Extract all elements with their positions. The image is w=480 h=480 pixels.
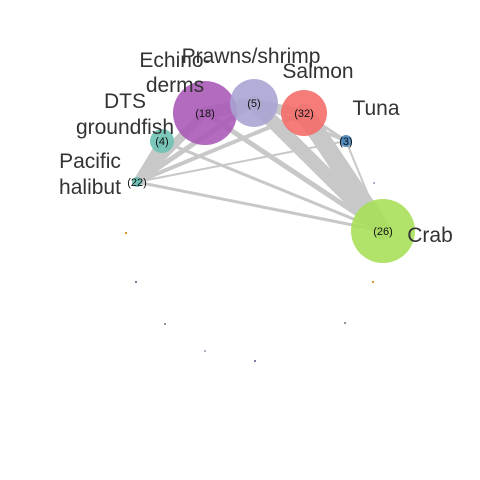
node-count-echinoderms: (18) bbox=[195, 108, 215, 120]
node-label-salmon: Salmon bbox=[282, 60, 353, 83]
minor-node-1 bbox=[134, 280, 138, 284]
node-label-echinoderms: Echino- bbox=[139, 49, 210, 72]
node-count-salmon: (32) bbox=[294, 108, 314, 120]
minor-node-2 bbox=[163, 322, 167, 326]
node-crab[interactable] bbox=[351, 199, 415, 263]
node-label-prawns: Prawns/shrimp bbox=[182, 45, 321, 68]
node-label-crab: Crab bbox=[407, 224, 453, 247]
minor-node-7 bbox=[372, 181, 376, 185]
node-prawns[interactable] bbox=[230, 79, 278, 127]
node-tuna[interactable] bbox=[340, 135, 352, 147]
node-count-dts: (4) bbox=[155, 136, 168, 148]
minor-node-3 bbox=[203, 349, 207, 353]
node-halibut[interactable] bbox=[132, 177, 142, 187]
nodes: (18) (5) (32) (3) (4) (22) (26) bbox=[127, 79, 415, 263]
node-label-halibut: halibut bbox=[59, 176, 121, 199]
node-label-tuna: Tuna bbox=[352, 97, 399, 120]
node-label-dts: groundfish bbox=[76, 116, 174, 139]
node-dts[interactable] bbox=[150, 129, 174, 153]
node-salmon[interactable] bbox=[281, 90, 327, 136]
minor-node-4 bbox=[253, 359, 257, 363]
edge-halibut-crab bbox=[135, 180, 385, 233]
edge-halibut-tuna bbox=[136, 140, 347, 183]
node-count-crab: (26) bbox=[373, 226, 393, 238]
node-count-halibut: (22) bbox=[127, 177, 147, 189]
node-label-echinoderms: derms bbox=[146, 74, 204, 97]
minor-node-6 bbox=[371, 280, 375, 284]
node-echinoderms[interactable] bbox=[173, 81, 237, 145]
node-count-tuna: (3) bbox=[339, 136, 352, 148]
minor-node-5 bbox=[343, 321, 347, 325]
node-label-halibut: Pacific bbox=[59, 150, 121, 173]
node-label-dts: DTS bbox=[104, 90, 146, 113]
edge-dts-crab bbox=[160, 139, 385, 233]
minor-nodes bbox=[124, 181, 376, 363]
minor-node-0 bbox=[124, 231, 128, 235]
node-count-prawns: (5) bbox=[247, 98, 260, 110]
